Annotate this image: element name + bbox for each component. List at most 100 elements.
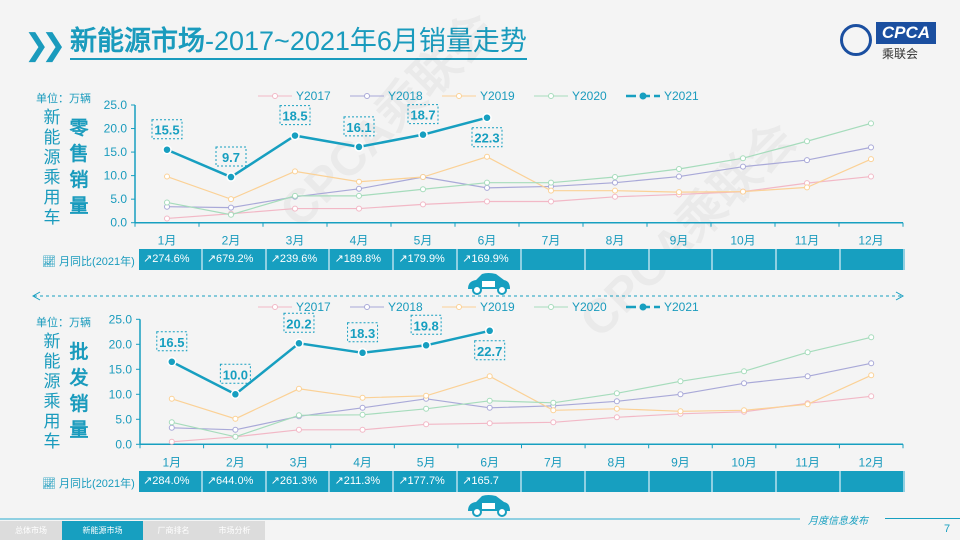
x-tick-label: 3月 bbox=[290, 455, 309, 469]
yoy-cell bbox=[585, 249, 650, 270]
data-point-Y2018 bbox=[228, 204, 234, 211]
yoy-cell bbox=[713, 471, 778, 492]
data-point-Y2019 bbox=[868, 156, 874, 163]
data-point-Y2020 bbox=[168, 419, 175, 426]
x-tick-label: 6月 bbox=[478, 234, 497, 248]
data-point-Y2020 bbox=[484, 179, 490, 186]
page-number: 7 bbox=[944, 523, 951, 535]
x-tick-label: 1月 bbox=[158, 234, 177, 248]
yoy-cell: ↗169.9% bbox=[458, 249, 522, 270]
trend-up-icon: ↗ bbox=[206, 475, 217, 487]
legend-label-Y2018: Y2018 bbox=[388, 89, 423, 103]
legend-marker bbox=[364, 93, 370, 99]
data-point-Y2020 bbox=[292, 192, 298, 199]
data-point-Y2021 bbox=[418, 129, 428, 140]
cpca-logo: CPCA 乘联会 bbox=[838, 20, 938, 61]
data-label-box bbox=[151, 119, 183, 140]
data-point-Y2021 bbox=[162, 144, 172, 155]
data-point-Y2019 bbox=[486, 373, 493, 380]
data-point-Y2019 bbox=[484, 153, 490, 160]
x-tick-label: 5月 bbox=[417, 455, 436, 469]
data-point-Y2018 bbox=[359, 404, 366, 411]
chart-title: 零售销量 bbox=[69, 118, 89, 217]
data-point-Y2018 bbox=[676, 173, 682, 180]
data-point-Y2019 bbox=[356, 178, 362, 185]
x-tick-label: 6月 bbox=[480, 455, 499, 469]
data-label: 10.0 bbox=[223, 367, 248, 382]
x-tick-label: 11月 bbox=[795, 455, 819, 469]
trend-chart-icon: 📈︎ bbox=[42, 478, 56, 490]
yoy-value: 274.6% bbox=[152, 253, 190, 265]
footer-tab-overall[interactable]: 总体市场 bbox=[0, 521, 62, 540]
data-label: 22.3 bbox=[474, 131, 499, 146]
yoy-value: 179.9% bbox=[407, 253, 445, 265]
data-point-Y2021 bbox=[294, 338, 304, 349]
data-point-Y2020 bbox=[612, 174, 618, 181]
data-point-Y2017 bbox=[612, 193, 618, 200]
legend-marker bbox=[456, 93, 462, 99]
x-tick-label: 12月 bbox=[858, 234, 883, 248]
data-point-Y2019 bbox=[868, 372, 875, 379]
data-point-Y2017 bbox=[420, 201, 426, 208]
yoy-value: 211.3% bbox=[343, 475, 381, 487]
yoy-value: 169.9% bbox=[471, 253, 509, 265]
footer-slogan: 月度信息发布 bbox=[808, 516, 868, 527]
x-tick-label: 4月 bbox=[350, 234, 369, 248]
data-point-Y2020 bbox=[548, 179, 554, 186]
data-label-box bbox=[407, 104, 439, 125]
car-icon bbox=[468, 273, 510, 295]
data-point-Y2017 bbox=[295, 426, 302, 433]
x-tick-label: 8月 bbox=[606, 234, 625, 248]
y-tick-label: 20.0 bbox=[109, 337, 133, 351]
legend-label-Y2019: Y2019 bbox=[480, 89, 515, 103]
legend-marker bbox=[272, 304, 278, 310]
y-tick-label: 5.0 bbox=[110, 192, 127, 206]
data-label-box bbox=[471, 127, 503, 148]
data-point-Y2018 bbox=[677, 391, 684, 398]
data-point-Y2018 bbox=[484, 184, 490, 191]
x-tick-label: 11月 bbox=[795, 234, 819, 248]
data-point-Y2018 bbox=[356, 185, 362, 192]
chart-title: 批发销量 bbox=[69, 342, 89, 441]
footer-divider bbox=[0, 518, 800, 520]
data-point-Y2020 bbox=[677, 378, 684, 385]
y-tick-label: 0.0 bbox=[115, 437, 132, 451]
data-point-Y2019 bbox=[232, 415, 239, 422]
data-point-Y2020 bbox=[740, 155, 746, 162]
data-point-Y2017 bbox=[359, 426, 366, 433]
divider-arrow-icon bbox=[31, 291, 905, 301]
data-point-Y2020 bbox=[676, 166, 682, 173]
data-point-Y2019 bbox=[677, 408, 684, 415]
data-point-Y2017 bbox=[292, 205, 298, 212]
footer-tab-analysis[interactable]: 市场分析 bbox=[204, 521, 265, 540]
x-tick-label: 4月 bbox=[353, 455, 372, 469]
data-point-Y2018 bbox=[804, 157, 810, 164]
data-point-Y2021 bbox=[290, 130, 300, 141]
footer-tab-ranking[interactable]: 厂商排名 bbox=[143, 521, 204, 540]
data-point-Y2019 bbox=[740, 188, 746, 195]
x-tick-label: 2月 bbox=[222, 234, 241, 248]
data-point-Y2019 bbox=[550, 407, 557, 414]
chart-wholesale: 0.0 5.0 10.0 15.0 20.0 25.0 1月 2月 3月 4月 5月 6月 7月 8月 9月… bbox=[109, 300, 904, 469]
trend-up-icon: ↗ bbox=[143, 253, 153, 265]
y-tick-label: 10.0 bbox=[109, 387, 133, 401]
trend-up-icon: ↗ bbox=[270, 475, 280, 487]
yoy-cell bbox=[521, 471, 586, 492]
data-label-box bbox=[474, 340, 506, 361]
footer-tab-nev[interactable]: 新能源市场 bbox=[62, 521, 143, 540]
x-tick-label: 12月 bbox=[859, 455, 884, 469]
data-label: 18.5 bbox=[282, 109, 307, 124]
data-point-Y2018 bbox=[612, 179, 618, 186]
data-point-Y2021 bbox=[421, 340, 431, 351]
data-point-Y2020 bbox=[356, 192, 362, 199]
data-point-Y2018 bbox=[868, 360, 875, 367]
y-tick-label: 10.0 bbox=[104, 169, 128, 183]
yoy-value: 177.7% bbox=[407, 475, 445, 487]
data-label: 20.2 bbox=[286, 316, 311, 331]
x-tick-label: 7月 bbox=[542, 234, 561, 248]
data-point-Y2019 bbox=[420, 174, 426, 181]
legend-marker bbox=[548, 304, 554, 310]
yoy-table: ↗274.6% ↗679.2% ↗239.6% ↗189.8% ↗179.9% ↗169.… bbox=[139, 249, 905, 270]
x-tick-label: 9月 bbox=[671, 455, 690, 469]
